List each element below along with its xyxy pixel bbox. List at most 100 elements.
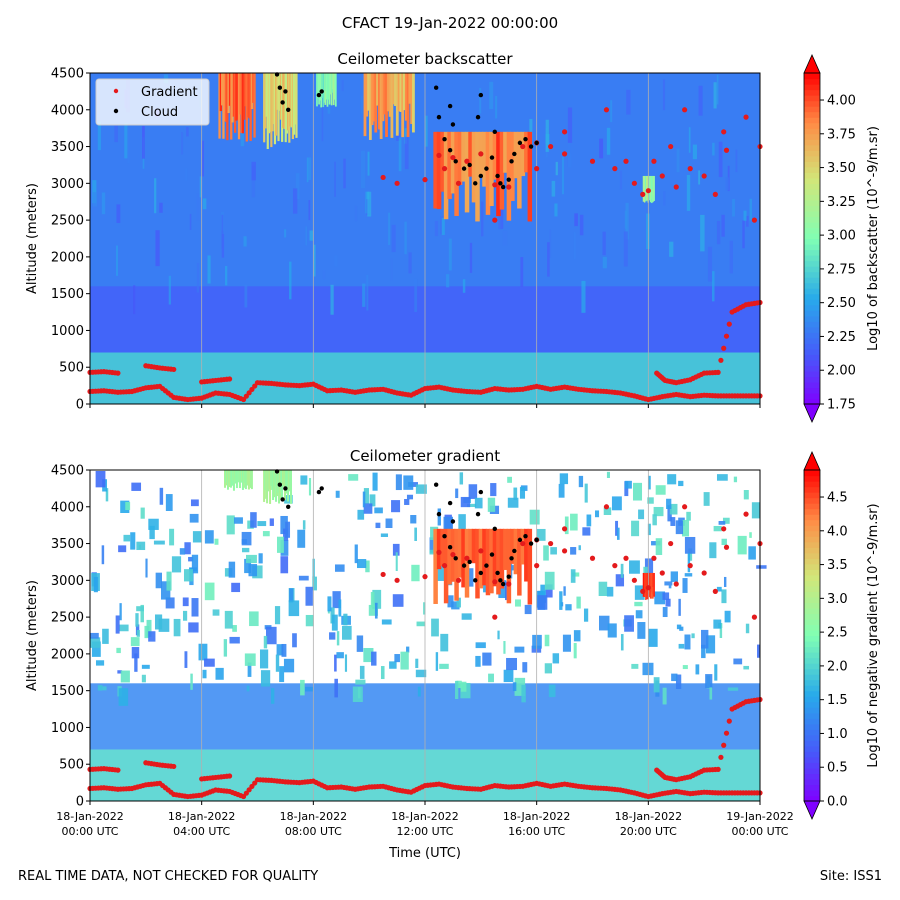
high-signal-region-2 (290, 470, 292, 504)
gradient-speckle (743, 665, 750, 670)
colorbar-segment (804, 172, 820, 179)
high-signal-region-2 (278, 73, 281, 111)
backscatter-streak (626, 89, 631, 115)
chart-panel-2: 0 500 1000 1500 2000 2500 3000 3500 4000 4500 18-J… (25, 447, 881, 861)
gradient-speckle (154, 614, 163, 630)
cloud-point (461, 563, 467, 568)
gradient-speckle (356, 635, 364, 652)
gradient-speckle (675, 520, 684, 535)
cloud-point (473, 181, 478, 186)
gradient-speckle (664, 581, 673, 586)
gradient-speckle (263, 635, 268, 649)
colorbar-segment (804, 668, 820, 675)
colorbar-segment (804, 238, 820, 245)
colorbar-segment (804, 271, 820, 278)
high-signal-region-1 (222, 73, 225, 139)
colorbar-segment (804, 370, 820, 378)
colorbar-segment (804, 392, 820, 400)
y-tick-label: 500 (59, 758, 84, 773)
gradient-speckle (570, 569, 576, 583)
high-signal-region-4 (399, 73, 403, 112)
cloud-point (442, 534, 447, 539)
colorbar-segment (804, 255, 820, 262)
cloud-point (461, 166, 467, 171)
gradient-speckle (145, 558, 148, 578)
high-signal-region-2 (289, 73, 292, 127)
backscatter-streak (307, 157, 312, 181)
gradient-point (492, 614, 498, 620)
backscatter-streak (101, 192, 106, 215)
backscatter-streak (498, 215, 503, 230)
gradient-point (623, 158, 629, 164)
gradient-speckle (269, 518, 274, 526)
gradient-point (534, 563, 540, 569)
gradient-speckle (631, 663, 639, 669)
high-signal-region-1 (231, 73, 234, 123)
gradient-speckle (280, 515, 288, 535)
gradient-speckle (352, 686, 363, 703)
gradient-speckle (558, 483, 565, 498)
gradient-speckle (514, 677, 526, 696)
gradient-point (380, 174, 386, 181)
gradient-point (492, 579, 498, 585)
y-tick-label: 2000 (51, 647, 84, 662)
gradient-speckle (544, 571, 555, 590)
gradient-speckle (131, 647, 140, 659)
gradient-speckle (141, 664, 150, 669)
x-tick-label-time: 04:00 UTC (173, 825, 230, 838)
gradient-speckle (714, 664, 718, 681)
colorbar-segment (804, 585, 820, 592)
colorbar-segment (804, 387, 820, 394)
gradient-speckle (190, 673, 193, 690)
colorbar-extend-min (803, 800, 821, 820)
high-signal-region-2 (283, 73, 286, 130)
high-signal-region-5 (443, 131, 449, 220)
y-tick-label: 1500 (51, 684, 84, 699)
gradient-speckle (141, 674, 146, 683)
high-signal-region-2 (294, 73, 297, 125)
backscatter-streak (619, 170, 623, 190)
gradient-speckle (130, 532, 136, 550)
gradient-speckle (662, 592, 670, 600)
backscatter-streak (116, 245, 118, 276)
gradient-speckle (380, 533, 389, 537)
gradient-point (561, 151, 568, 157)
gradient-speckle (487, 497, 496, 512)
panel-title: Ceilometer gradient (350, 447, 500, 465)
high-signal-region-2 (285, 73, 289, 134)
colorbar-segment (804, 519, 820, 526)
backscatter-streak (712, 271, 715, 302)
gradient-point (226, 376, 233, 382)
colorbar-segment (804, 194, 820, 201)
gradient-speckle (395, 552, 398, 571)
gradient-speckle (713, 619, 722, 629)
colorbar-segment (804, 701, 820, 708)
backscatter-streak (745, 215, 749, 227)
gradient-speckle (624, 615, 634, 632)
colorbar-segment (804, 161, 820, 168)
gradient-speckle (90, 637, 101, 648)
colorbar-segment (804, 310, 820, 317)
high-signal-region-5 (499, 131, 505, 210)
gradient-speckle (703, 492, 710, 506)
high-signal-region-4 (381, 73, 385, 122)
gradient-speckle (117, 670, 123, 674)
gradient-speckle (455, 488, 459, 499)
gradient-speckle (456, 680, 462, 689)
y-tick-label: 4000 (51, 103, 84, 118)
backscatter-streak (124, 122, 128, 159)
gradient-speckle (105, 488, 109, 502)
colorbar-segment (804, 674, 820, 681)
high-signal-region-4 (385, 73, 388, 137)
gradient-speckle (327, 609, 330, 614)
cloud-point (478, 92, 484, 98)
backscatter-streak (404, 221, 407, 255)
gradient-speckle (160, 581, 171, 600)
gradient-speckle (598, 581, 608, 597)
x-tick-label-date: 18-Jan-2022 (503, 810, 571, 823)
high-signal-region-2 (264, 73, 267, 129)
cloud-point (436, 114, 442, 120)
colorbar-segment (804, 111, 820, 118)
backscatter-streak (360, 95, 363, 114)
panel-title: Ceilometer backscatter (337, 50, 513, 68)
